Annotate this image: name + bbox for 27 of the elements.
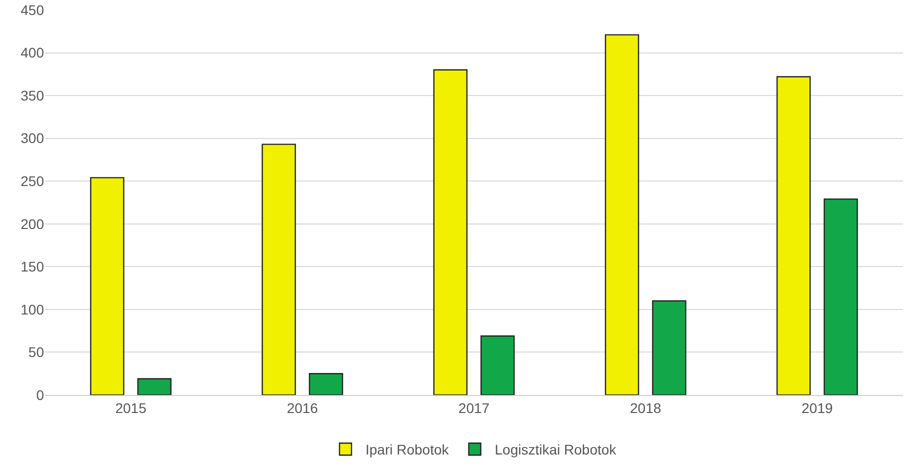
bar [308, 373, 344, 395]
bar [604, 34, 640, 395]
bar [262, 144, 296, 395]
bar [824, 198, 858, 395]
y-tick-label: 100 [20, 301, 44, 318]
y-tick-label: 250 [20, 173, 44, 190]
y-tick-label: 50 [28, 344, 44, 360]
x-tick-label: 2016 [286, 400, 318, 416]
legend-label: Logisztikai Robotok [494, 442, 618, 458]
y-tick-label: 400 [20, 44, 44, 61]
bar [433, 69, 468, 395]
x-tick-label: 2018 [630, 400, 662, 416]
legend-label: Ipari Robotok [366, 442, 450, 458]
bar [480, 335, 515, 395]
x-tick-label: 2015 [115, 400, 147, 416]
y-tick-label: 450 [20, 2, 44, 18]
bar [652, 300, 686, 395]
x-tick-label: 2019 [802, 400, 833, 416]
y-tick-label: 0 [36, 386, 44, 403]
bar [776, 76, 811, 395]
bar [137, 378, 172, 395]
x-tick-label: 2017 [458, 400, 490, 416]
y-tick-label: 300 [20, 130, 44, 146]
y-tick-label: 200 [20, 216, 44, 232]
bar [90, 177, 124, 395]
y-tick-label: 150 [20, 258, 44, 275]
y-tick-label: 350 [20, 87, 44, 104]
